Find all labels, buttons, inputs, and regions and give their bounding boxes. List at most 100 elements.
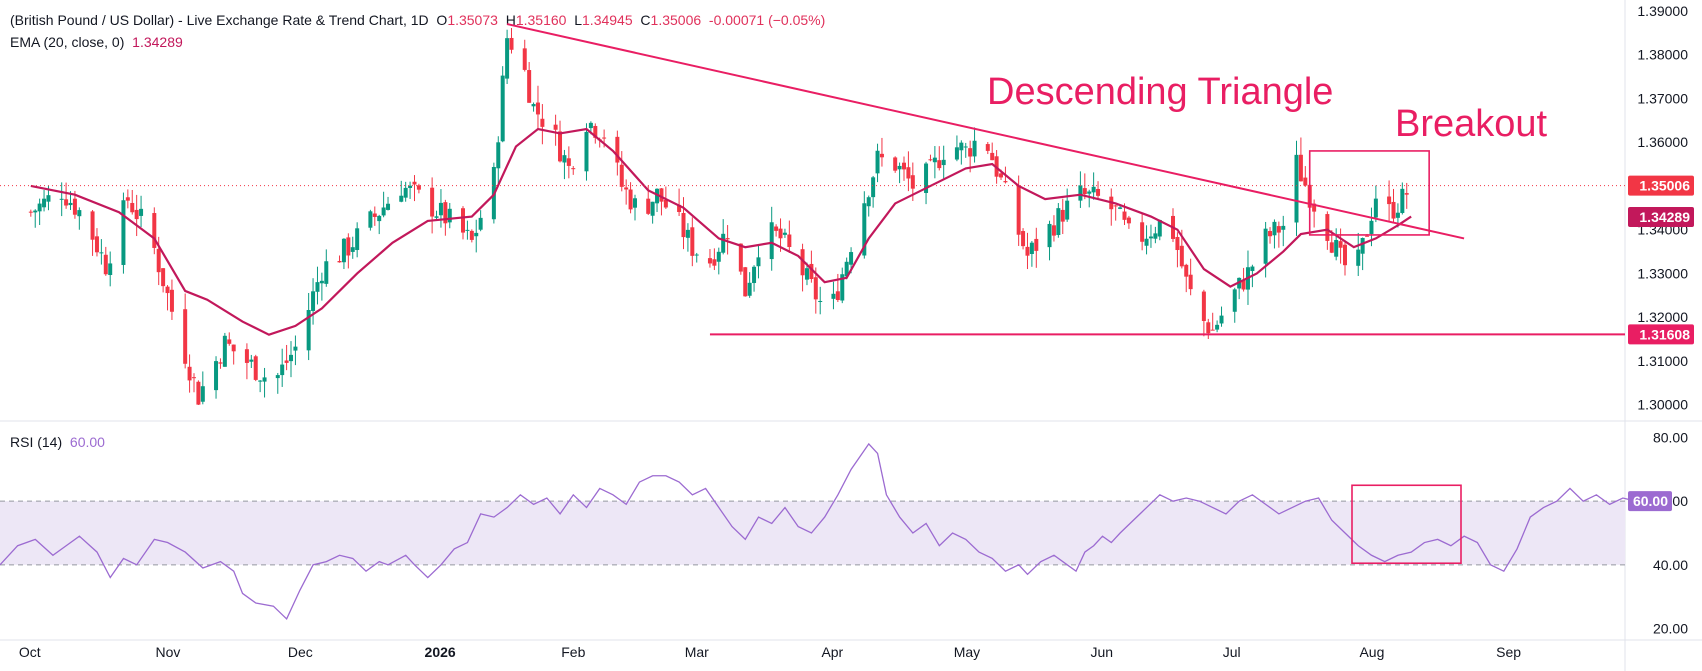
candle-body <box>372 213 377 217</box>
close-label: C <box>640 12 651 28</box>
candle-body <box>571 168 576 170</box>
rsi-tick-label: 40.00 <box>1653 557 1688 573</box>
candle-body <box>818 300 823 302</box>
candle-body <box>1047 223 1052 248</box>
rsi-breakout-box <box>1351 484 1462 565</box>
candle-body <box>461 208 465 233</box>
candle-body <box>769 222 774 260</box>
candle-body <box>588 122 593 129</box>
candle-body <box>941 159 946 166</box>
rsi-legend: RSI (14) 60.00 <box>10 434 105 450</box>
rsi-label: RSI (14) <box>10 434 63 450</box>
price-tick-label: 1.32000 <box>1637 309 1688 325</box>
candle-body <box>1184 264 1189 277</box>
candle-body <box>778 228 783 239</box>
candle-body <box>1373 198 1378 218</box>
candle-body <box>1210 329 1215 331</box>
candle-body <box>412 181 417 185</box>
candle-body <box>381 207 386 216</box>
candle-body <box>1334 239 1339 257</box>
candle-body <box>77 210 82 217</box>
candle-body <box>1087 191 1092 194</box>
candle-body <box>1325 214 1330 241</box>
candle-body <box>840 274 845 301</box>
symbol-title: (British Pound / US Dollar) - Live Excha… <box>10 12 429 28</box>
candle-body <box>90 211 95 240</box>
support-price-tag: 1.31608 <box>1639 326 1690 342</box>
candle-body <box>416 185 421 190</box>
last-price-tag-bg <box>1628 175 1694 196</box>
candle-body <box>685 229 690 238</box>
change-value: -0.00071 (−0.05%) <box>708 12 826 28</box>
time-tick-label: Apr <box>821 644 843 660</box>
candle-body <box>1241 279 1246 290</box>
candle-body <box>1404 193 1409 195</box>
candle-body <box>1303 177 1308 186</box>
candle-body <box>959 142 964 151</box>
candle-body <box>350 247 355 252</box>
candle-body <box>1232 289 1237 312</box>
candle-body <box>152 213 157 248</box>
candle-body <box>386 203 391 210</box>
high-label: H <box>505 12 516 28</box>
candle-body <box>928 159 933 161</box>
candle-body <box>716 251 721 262</box>
candle-body <box>527 70 532 103</box>
candle-body <box>165 286 170 294</box>
candle-body <box>1157 219 1162 237</box>
last-price-tag: 1.35006 <box>1639 178 1690 194</box>
close-value: 1.35006 <box>650 12 702 28</box>
candle-body <box>1206 322 1211 334</box>
candle-body <box>566 158 571 166</box>
candle-body <box>721 233 726 253</box>
candle-body <box>253 356 258 380</box>
candle-body <box>408 185 413 188</box>
candle-body <box>999 173 1004 178</box>
candle-body <box>1312 203 1317 212</box>
candle-body <box>1118 207 1123 209</box>
candle-body <box>59 198 64 200</box>
candle-body <box>844 261 849 277</box>
candle-body <box>1188 274 1193 290</box>
candle-body <box>125 197 130 201</box>
candle-body <box>553 124 558 130</box>
candle-body <box>200 386 205 402</box>
candle-body <box>694 254 699 256</box>
candle-body <box>249 359 254 362</box>
chart-header: (British Pound / US Dollar) - Live Excha… <box>10 12 825 28</box>
candle-body <box>1016 185 1021 235</box>
candle-body <box>134 209 139 220</box>
candle-body <box>862 203 867 256</box>
candle-body <box>161 268 166 287</box>
candle-body <box>443 202 448 224</box>
breakout-box <box>1308 150 1430 236</box>
candle-body <box>650 201 655 216</box>
candle-body <box>924 163 929 193</box>
candle-body <box>293 346 298 351</box>
candle-body <box>280 364 285 376</box>
time-tick-label: May <box>954 644 980 660</box>
candle-body <box>496 142 501 169</box>
candle-body <box>985 144 990 151</box>
open-value: 1.35073 <box>447 12 498 28</box>
candle-body <box>1051 225 1056 236</box>
rsi-value: 60.00 <box>69 434 105 450</box>
candle-body <box>584 131 589 172</box>
candle-body <box>1126 217 1131 224</box>
candle-body <box>813 277 818 300</box>
candle-body <box>218 362 223 364</box>
candle-body <box>1021 231 1026 247</box>
candle-body <box>1029 242 1034 254</box>
price-tick-label: 1.30000 <box>1637 397 1688 413</box>
candle-body <box>663 199 668 208</box>
candle-body <box>275 375 280 379</box>
candle-body <box>311 291 316 311</box>
candle-body <box>191 377 196 379</box>
time-tick-label: 2026 <box>425 644 456 660</box>
candle-body <box>403 187 408 198</box>
candle-body <box>169 289 174 312</box>
candle-body <box>1060 209 1065 222</box>
candle-body <box>99 252 104 254</box>
candle-body <box>1298 154 1303 182</box>
